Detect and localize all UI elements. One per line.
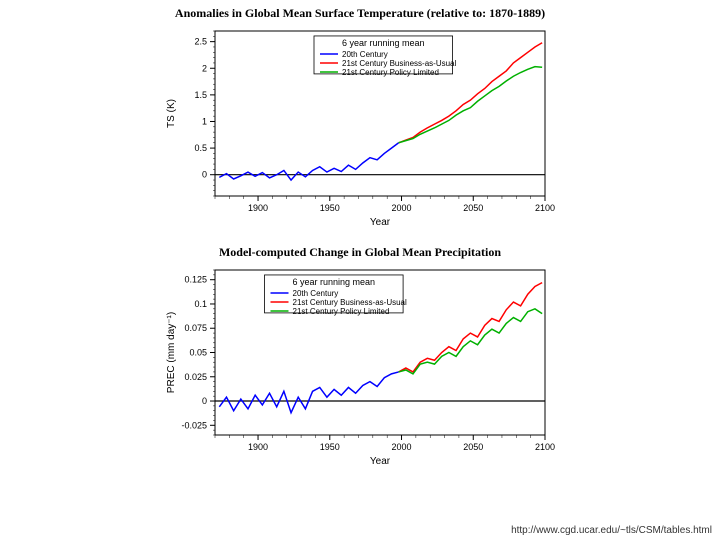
x-tick-label: 2100 <box>535 203 555 213</box>
chart1-title: Anomalies in Global Mean Surface Tempera… <box>175 6 545 21</box>
chart2-svg: 1900 1950 2000 2050 2100 -0.025 0 0.025 0.05 0.07… <box>160 260 560 470</box>
chart2-title: Model-computed Change in Global Mean Pre… <box>219 245 501 260</box>
legend-label: 21st Century Policy Limited <box>342 68 439 77</box>
legend-label: 21st Century Policy Limited <box>293 307 390 316</box>
y-tick-label: 2.5 <box>194 37 207 47</box>
y-axis-label: TS (K) <box>166 99 177 128</box>
temperature-anomaly-chart: 1900 1950 2000 2050 2100 0 0.5 1 1.5 2 2.5 Year TS (… <box>160 21 560 231</box>
y-axis-label: PREC (mm day⁻¹) <box>166 312 177 393</box>
legend-label: 20th Century <box>293 289 339 298</box>
y-tick-label: 1 <box>202 116 207 126</box>
y-tick-label: 0 <box>202 396 207 406</box>
x-tick-label: 1950 <box>320 442 340 452</box>
x-tick-label: 2100 <box>535 442 555 452</box>
y-tick-label: 0.05 <box>189 348 207 358</box>
y-tick-label: -0.025 <box>181 420 207 430</box>
x-axis-label: Year <box>370 217 391 228</box>
y-tick-label: 0.125 <box>184 275 207 285</box>
x-tick-label: 1950 <box>320 203 340 213</box>
y-tick-label: 0.1 <box>194 299 207 309</box>
x-axis-label: Year <box>370 456 391 467</box>
x-tick-label: 1900 <box>248 442 268 452</box>
source-url: http://www.cgd.ucar.edu/~tls/CSM/tables.… <box>511 525 712 536</box>
legend-title: 6 year running mean <box>342 38 425 48</box>
legend-title: 6 year running mean <box>293 277 376 287</box>
y-tick-label: 0 <box>202 170 207 180</box>
x-tick-label: 2050 <box>463 203 483 213</box>
x-tick-label: 2000 <box>392 442 412 452</box>
y-tick-label: 1.5 <box>194 90 207 100</box>
legend-label: 21st Century Business-as-Usual <box>342 59 456 68</box>
legend-label: 21st Century Business-as-Usual <box>293 298 407 307</box>
legend-label: 20th Century <box>342 50 388 59</box>
y-tick-label: 0.025 <box>184 372 207 382</box>
precipitation-change-chart: 1900 1950 2000 2050 2100 -0.025 0 0.025 0.05 0.07… <box>160 260 560 470</box>
chart1-svg: 1900 1950 2000 2050 2100 0 0.5 1 1.5 2 2.5 Year TS (… <box>160 21 560 231</box>
x-tick-label: 2000 <box>392 203 412 213</box>
y-tick-label: 0.5 <box>194 143 207 153</box>
x-tick-label: 2050 <box>463 442 483 452</box>
x-tick-label: 1900 <box>248 203 268 213</box>
y-tick-label: 2 <box>202 63 207 73</box>
y-tick-label: 0.075 <box>184 323 207 333</box>
